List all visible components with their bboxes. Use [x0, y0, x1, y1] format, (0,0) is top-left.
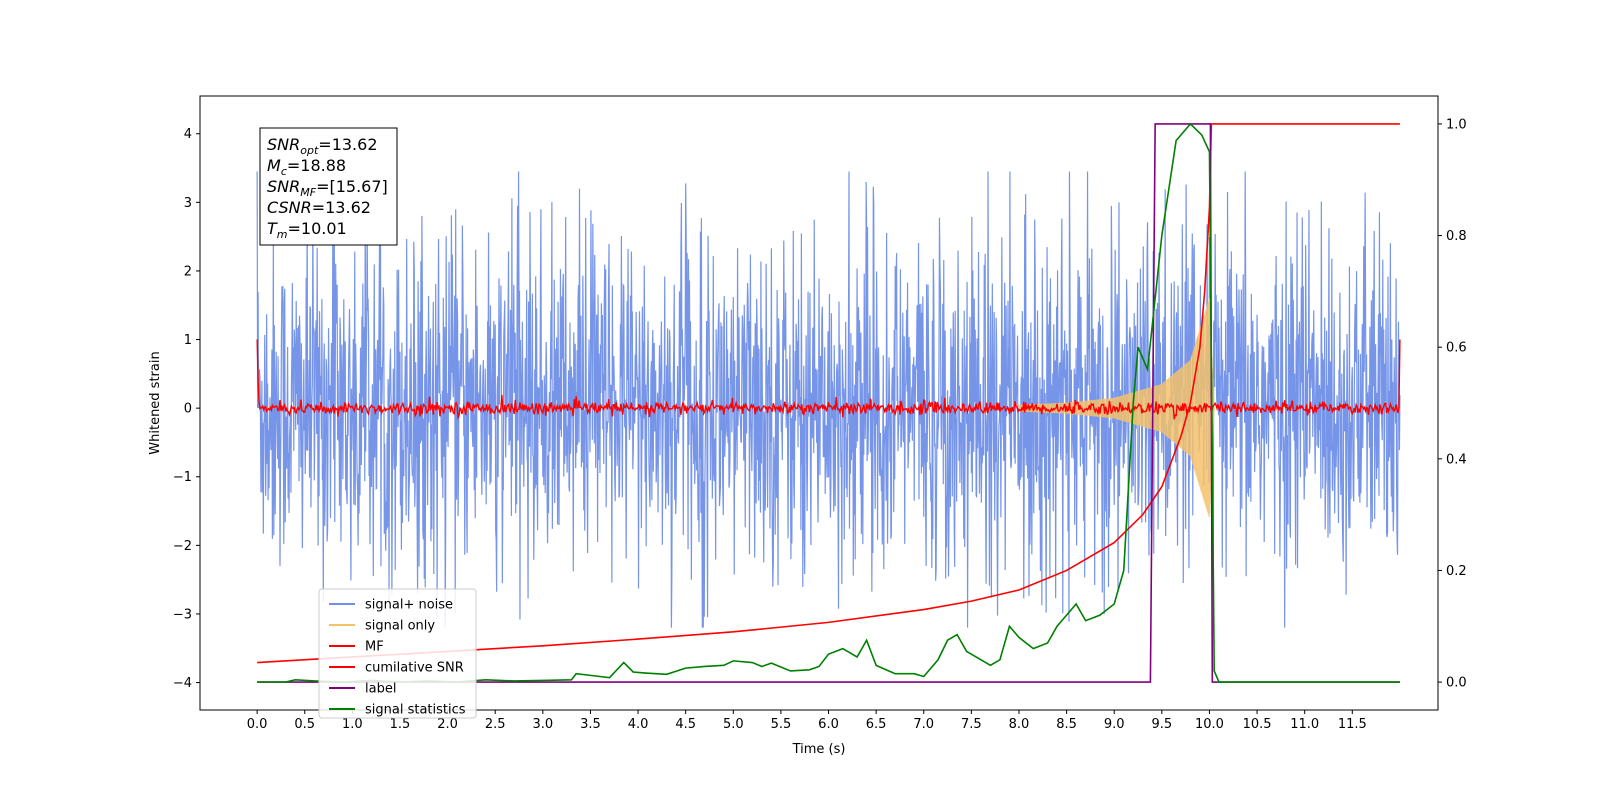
y-axis-left: 4 3 2 1 0 −1 −2 −3 −4: [173, 127, 200, 691]
x-tick-label: 4.0: [628, 717, 649, 732]
x-tick-label: 4.5: [675, 717, 696, 732]
y-tick-label-right: 1.0: [1446, 117, 1467, 132]
x-tick-label: 1.5: [390, 717, 411, 732]
x-tick-label: 5.0: [723, 717, 744, 732]
annotation-subscript: opt: [300, 144, 319, 157]
annotation-value: =[15.67]: [316, 177, 388, 196]
x-tick-label: 6.0: [818, 717, 839, 732]
legend-label: signal only: [365, 619, 435, 634]
y-tick-label-left: −2: [173, 539, 192, 554]
y-tick-label-left: 3: [184, 196, 192, 211]
annotation-box: SNRopt=13.62Mc=18.88SNRMF=[15.67]CSNR=13…: [259, 127, 398, 246]
annotation-symbol: T: [267, 219, 278, 238]
x-axis-label: Time (s): [792, 742, 846, 757]
legend: signal+ noise signal only MF cumilative SNR…: [318, 588, 477, 719]
y-tick-label-left: −1: [173, 470, 192, 485]
x-tick-label: 3.0: [532, 717, 553, 732]
legend-label: signal statistics: [365, 703, 466, 718]
x-tick-label: 8.5: [1056, 717, 1077, 732]
plot-frame: [199, 95, 1439, 711]
y-tick-label-right: 0.2: [1446, 564, 1467, 579]
x-tick-label: 3.5: [580, 717, 601, 732]
annotation-symbol: SNR: [267, 177, 300, 196]
y-tick-label-left: 2: [184, 264, 192, 279]
y-tick-label-right: 0.8: [1446, 229, 1467, 244]
y-tick-label-right: 0.6: [1446, 341, 1467, 356]
x-tick-label: 7.5: [961, 717, 982, 732]
series-signal-only: [1018, 298, 1215, 518]
y-tick-label-right: 0.4: [1446, 452, 1467, 467]
x-axis: 0.0 0.5 1.0 1.5 2.0 2.5 3.0 3.5 4.0 4.5 5.0 5.5 6.0 6…: [247, 710, 1367, 732]
annotation-lines: SNRopt=13.62Mc=18.88SNRMF=[15.67]CSNR=13…: [267, 135, 388, 241]
x-tick-label: 0.0: [247, 717, 268, 732]
legend-frame: [318, 588, 477, 719]
legend-label: MF: [365, 640, 384, 655]
annotation-line: Mc=18.88: [267, 156, 346, 178]
annotation-line: SNRopt=13.62: [267, 135, 378, 157]
series-signal-statistics: [257, 122, 1400, 683]
y-tick-label-left: 1: [184, 333, 192, 348]
x-tick-label: 11.5: [1338, 717, 1367, 732]
x-tick-label: 7.0: [913, 717, 934, 732]
y-axis-right: 1.0 0.8 0.6 0.4 0.2 0.0: [1438, 117, 1467, 691]
x-tick-label: 2.0: [437, 717, 458, 732]
legend-entries: signal+ noise signal only MF cumilative SNR…: [329, 598, 466, 718]
x-tick-label: 10.0: [1195, 717, 1224, 732]
plot-area: [256, 122, 1401, 683]
legend-label: signal+ noise: [365, 598, 453, 613]
annotation-symbol: M: [267, 156, 281, 175]
x-tick-label: 9.5: [1151, 717, 1172, 732]
x-tick-label: 5.5: [771, 717, 792, 732]
series-cumulative-snr: [257, 123, 1400, 664]
x-tick-label: 11.0: [1290, 717, 1319, 732]
annotation-value: =13.62: [318, 135, 377, 154]
x-tick-label: 9.0: [1104, 717, 1125, 732]
annotation-line: CSNR=13.62: [267, 198, 371, 217]
x-tick-label: 10.5: [1243, 717, 1272, 732]
annotation-subscript: c: [281, 165, 287, 178]
annotation-line: Tm=10.01: [267, 219, 347, 241]
x-tick-label: 0.5: [294, 717, 315, 732]
annotation-symbol: SNR: [267, 135, 300, 154]
annotation-value: =13.62: [312, 198, 371, 217]
annotation-line: SNRMF=[15.67]: [267, 177, 388, 199]
y-axis-label: Whitened strain: [148, 351, 163, 454]
legend-label: label: [365, 682, 396, 697]
y-tick-label-left: −4: [173, 676, 192, 691]
annotation-value: =10.01: [288, 219, 347, 238]
annotation-symbol: CSNR: [267, 198, 312, 217]
annotation-frame: [259, 127, 398, 246]
x-tick-label: 2.5: [485, 717, 506, 732]
y-tick-label-left: 0: [184, 402, 192, 417]
x-tick-label: 1.0: [342, 717, 363, 732]
y-tick-label-left: 4: [184, 127, 192, 142]
annotation-value: =18.88: [287, 156, 346, 175]
x-tick-label: 6.5: [866, 717, 887, 732]
series-mf: [256, 339, 1401, 421]
y-tick-label-right: 0.0: [1446, 676, 1467, 691]
x-tick-label: 8.0: [1009, 717, 1030, 732]
legend-label: cumilative SNR: [365, 661, 464, 676]
annotation-subscript: MF: [300, 186, 316, 199]
annotation-subscript: m: [277, 228, 288, 241]
y-tick-label-left: −3: [173, 607, 192, 622]
